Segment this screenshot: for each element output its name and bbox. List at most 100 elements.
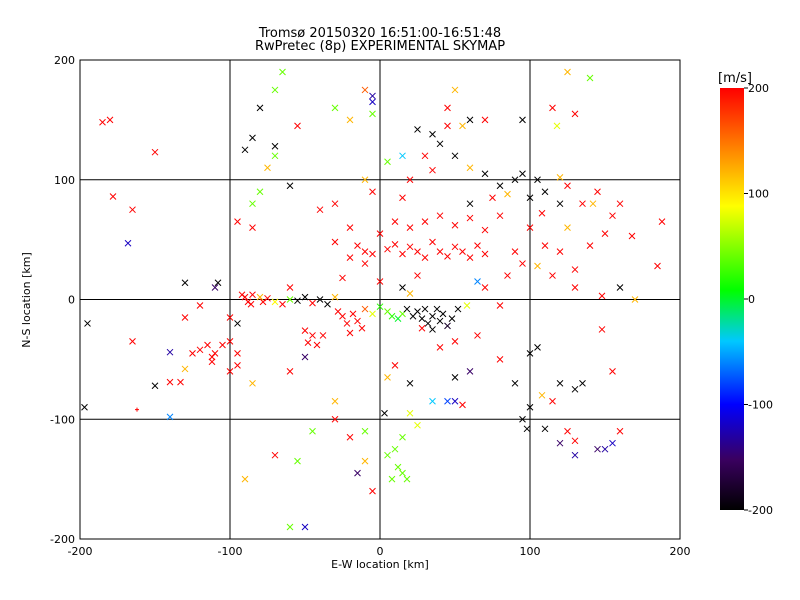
data-point bbox=[429, 130, 436, 138]
data-point bbox=[324, 300, 331, 308]
data-point bbox=[474, 332, 481, 339]
data-point bbox=[421, 152, 429, 160]
data-point bbox=[349, 310, 357, 318]
data-point bbox=[361, 305, 369, 313]
data-point bbox=[181, 314, 189, 321]
data-point bbox=[271, 152, 279, 160]
data-point bbox=[534, 262, 541, 270]
data-point bbox=[361, 86, 369, 94]
data-point bbox=[135, 407, 139, 412]
data-point bbox=[369, 487, 376, 495]
data-point bbox=[571, 110, 579, 118]
data-point bbox=[369, 110, 376, 118]
data-point bbox=[249, 134, 256, 142]
data-point bbox=[309, 332, 316, 339]
grid-lines bbox=[80, 60, 680, 539]
data-point bbox=[129, 338, 136, 345]
data-point bbox=[208, 358, 216, 366]
data-point bbox=[166, 378, 174, 386]
data-point bbox=[346, 329, 354, 337]
data-point bbox=[346, 433, 354, 441]
data-point bbox=[271, 298, 279, 306]
data-point bbox=[399, 152, 406, 160]
x-tick-label: 200 bbox=[670, 545, 691, 558]
data-point bbox=[346, 116, 354, 124]
data-point bbox=[609, 212, 616, 220]
data-point bbox=[598, 292, 606, 300]
data-point bbox=[406, 409, 414, 417]
data-point bbox=[384, 373, 391, 381]
data-point bbox=[394, 463, 402, 471]
data-point bbox=[459, 401, 466, 409]
data-point bbox=[294, 297, 301, 305]
data-point bbox=[331, 200, 339, 208]
data-point bbox=[474, 242, 481, 249]
data-point bbox=[628, 232, 636, 240]
data-point bbox=[504, 190, 511, 198]
data-point bbox=[519, 116, 526, 124]
data-point bbox=[226, 338, 234, 345]
y-tick-label: 200 bbox=[54, 54, 75, 67]
data-point bbox=[384, 451, 391, 459]
data-point bbox=[109, 193, 117, 200]
data-point bbox=[361, 457, 369, 465]
data-point bbox=[451, 221, 459, 229]
x-tick-label: -200 bbox=[68, 545, 93, 558]
data-point bbox=[526, 224, 534, 232]
data-point bbox=[339, 312, 346, 320]
data-point bbox=[391, 241, 399, 248]
data-point bbox=[403, 475, 411, 483]
data-point bbox=[519, 170, 526, 178]
data-point bbox=[354, 242, 361, 249]
data-point bbox=[247, 300, 255, 308]
data-point bbox=[358, 324, 366, 332]
data-point bbox=[616, 284, 624, 291]
data-point bbox=[496, 212, 504, 220]
data-point bbox=[399, 433, 406, 441]
data-point bbox=[414, 308, 421, 315]
data-point bbox=[301, 327, 309, 334]
data-point bbox=[234, 362, 241, 369]
data-point bbox=[271, 142, 279, 150]
data-point bbox=[226, 367, 234, 375]
data-point bbox=[424, 320, 432, 327]
data-point bbox=[466, 254, 474, 261]
data-point bbox=[496, 182, 504, 190]
data-point bbox=[556, 439, 564, 447]
data-point bbox=[448, 315, 456, 323]
data-point bbox=[331, 397, 339, 405]
data-point bbox=[84, 320, 91, 327]
data-point bbox=[598, 326, 606, 333]
data-point bbox=[369, 250, 376, 258]
data-point bbox=[294, 122, 301, 130]
data-point bbox=[564, 224, 571, 232]
data-point bbox=[429, 326, 436, 333]
data-point bbox=[177, 378, 184, 386]
data-point bbox=[241, 475, 249, 483]
data-point bbox=[196, 346, 204, 354]
data-point bbox=[343, 320, 351, 327]
data-point bbox=[406, 379, 414, 387]
data-point bbox=[553, 122, 561, 130]
data-point bbox=[151, 148, 159, 156]
data-point bbox=[594, 445, 601, 453]
data-point bbox=[406, 243, 414, 251]
data-point bbox=[196, 302, 204, 309]
data-point bbox=[586, 242, 594, 249]
data-point bbox=[556, 174, 564, 181]
data-point bbox=[259, 298, 267, 306]
data-point bbox=[564, 182, 571, 190]
data-point bbox=[286, 367, 294, 375]
data-point bbox=[346, 224, 354, 232]
data-point bbox=[391, 218, 399, 226]
data-point bbox=[384, 245, 391, 253]
data-point bbox=[388, 312, 396, 320]
x-tick-label: 0 bbox=[377, 545, 384, 558]
data-point bbox=[331, 415, 339, 423]
data-point bbox=[436, 248, 444, 255]
data-point bbox=[286, 182, 294, 190]
data-point bbox=[459, 122, 466, 130]
data-point bbox=[399, 250, 406, 258]
data-point bbox=[616, 427, 624, 435]
data-point bbox=[496, 302, 504, 309]
